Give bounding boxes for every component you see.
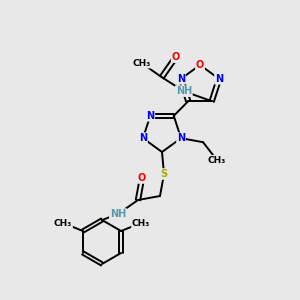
Text: O: O [172, 52, 180, 62]
Text: S: S [160, 169, 168, 179]
Text: CH₃: CH₃ [54, 218, 72, 227]
Text: NH: NH [110, 209, 126, 219]
Text: CH₃: CH₃ [132, 218, 150, 227]
Text: N: N [146, 111, 154, 121]
Text: N: N [139, 133, 147, 143]
Text: N: N [177, 133, 185, 143]
Text: CH₃: CH₃ [133, 59, 151, 68]
Text: CH₃: CH₃ [208, 156, 226, 165]
Text: N: N [215, 74, 223, 84]
Text: N: N [177, 74, 185, 84]
Text: O: O [138, 173, 146, 183]
Text: NH: NH [176, 86, 192, 96]
Text: O: O [196, 60, 204, 70]
